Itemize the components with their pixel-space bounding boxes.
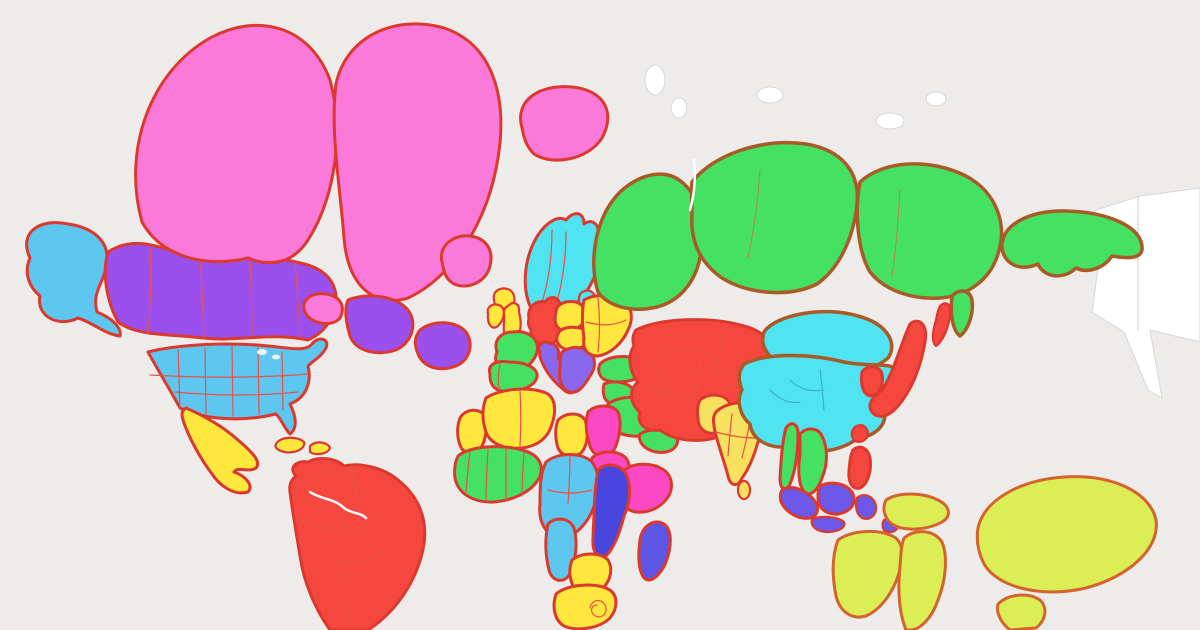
region-australia-west[interactable] — [831, 529, 904, 619]
region-hispaniola[interactable] — [308, 441, 332, 456]
portugal-border — [497, 363, 501, 391]
region-chukotka[interactable] — [1000, 209, 1144, 278]
china-internal-borders — [769, 369, 825, 411]
africa-group — [453, 387, 673, 630]
region-east-africa[interactable] — [591, 463, 632, 560]
central-africa-internal-borders — [547, 455, 593, 505]
region-algeria[interactable] — [481, 387, 557, 450]
region-alaska[interactable] — [25, 221, 122, 338]
region-nz-south[interactable] — [996, 593, 1047, 630]
amazon-river — [308, 490, 368, 520]
caspian-sea — [648, 351, 666, 394]
region-atlantic-canada[interactable] — [413, 321, 472, 371]
base-arctic-island-5 — [925, 91, 947, 107]
region-korea[interactable] — [860, 365, 884, 398]
region-borneo[interactable] — [816, 481, 856, 516]
region-south-africa[interactable] — [552, 583, 618, 630]
region-australia-east[interactable] — [897, 530, 947, 630]
region-iberia[interactable] — [487, 360, 539, 394]
region-sakhalin[interactable] — [931, 302, 952, 348]
canada-province-borders — [147, 247, 301, 339]
base-arctic-island-3 — [756, 86, 784, 104]
region-kamchatka[interactable] — [949, 289, 975, 338]
usa-state-borders — [149, 345, 309, 417]
base-arctic-island-2 — [670, 97, 688, 119]
region-mexico[interactable] — [180, 406, 260, 495]
lesotho-swirl — [589, 599, 607, 618]
region-west-africa[interactable] — [453, 445, 543, 504]
region-quebec[interactable] — [344, 294, 415, 355]
central-asia-internal-borders — [659, 329, 751, 399]
great-lake-2 — [272, 354, 280, 360]
region-iceland[interactable] — [439, 234, 493, 288]
region-cuba[interactable] — [274, 436, 306, 454]
north-america-group — [25, 22, 503, 495]
region-russia-east[interactable] — [855, 162, 1004, 300]
region-hudson-inset[interactable] — [302, 292, 344, 326]
oceania-group — [831, 475, 1158, 630]
region-egypt[interactable] — [584, 404, 622, 458]
base-arctic-island-4 — [875, 112, 905, 130]
region-svalbard[interactable] — [519, 85, 610, 162]
ob-river — [688, 158, 697, 212]
region-myanmar[interactable] — [778, 422, 800, 491]
region-sri-lanka[interactable] — [736, 479, 752, 501]
region-greenland[interactable] — [332, 22, 503, 302]
scandinavia-internal-borders — [541, 229, 567, 303]
great-lake-1 — [257, 349, 267, 355]
region-madagascar[interactable] — [637, 520, 672, 582]
region-java[interactable] — [810, 515, 846, 534]
south-america-internal-borders — [299, 469, 387, 627]
region-libya[interactable] — [554, 412, 589, 458]
region-new-zealand[interactable] — [975, 475, 1158, 594]
region-indochina[interactable] — [797, 427, 828, 496]
east-asia-group — [737, 302, 952, 553]
region-russia-central[interactable] — [689, 141, 860, 295]
europe-group — [439, 85, 633, 395]
region-south-america[interactable] — [288, 457, 427, 630]
south-america-group — [288, 457, 427, 630]
siberia-rivers — [747, 169, 901, 277]
region-taiwan[interactable] — [850, 424, 870, 443]
region-sulawesi[interactable] — [854, 494, 878, 520]
region-new-guinea[interactable] — [882, 492, 950, 531]
region-japan[interactable] — [868, 319, 928, 418]
region-sumatra[interactable] — [778, 486, 819, 520]
russia-group — [592, 141, 1144, 338]
west-africa-internal-borders — [465, 447, 525, 501]
base-arctic-island-1 — [644, 64, 666, 96]
algeria-libya-border — [519, 389, 522, 447]
region-philippines[interactable] — [847, 445, 872, 490]
east-europe-internal-borders — [585, 297, 627, 353]
